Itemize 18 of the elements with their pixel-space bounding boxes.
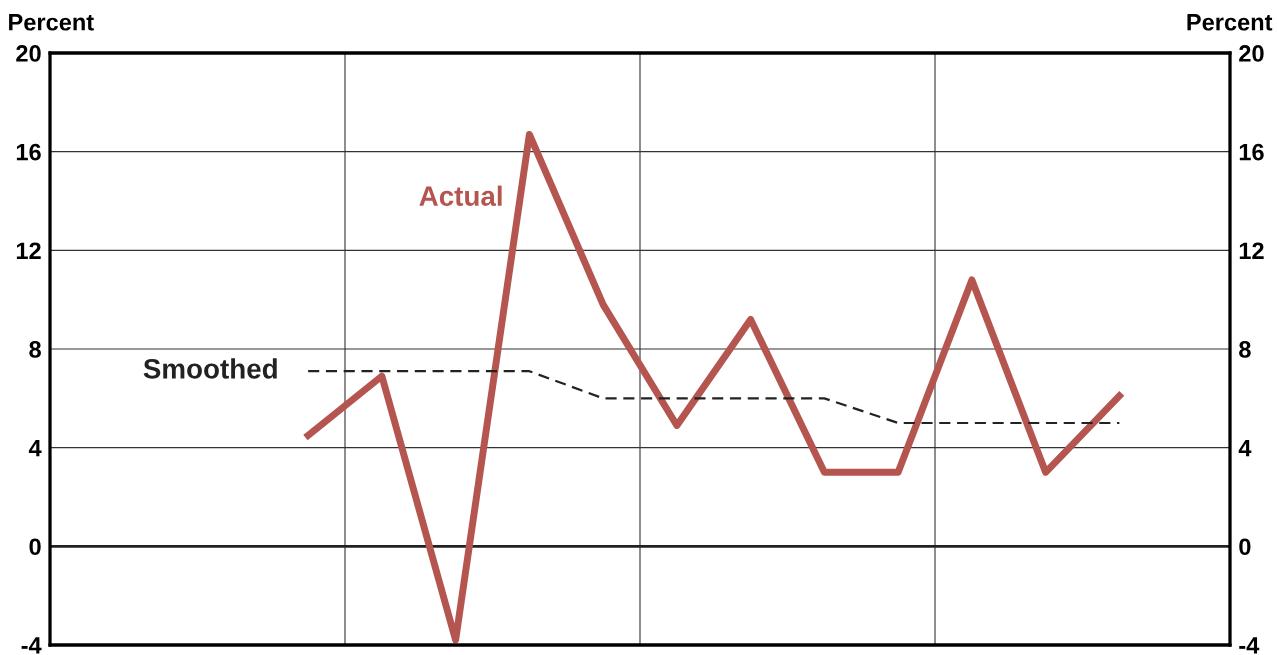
- y-tick-label: -4: [21, 637, 42, 654]
- y-tick-label: 12: [16, 242, 41, 259]
- y-axis-title: Percent: [9, 14, 94, 31]
- y-tick-label: 8: [29, 341, 41, 358]
- series-label: Actual: [419, 185, 502, 206]
- y2-tick-label: 0: [1239, 538, 1251, 556]
- y2-tick-label: 20: [1239, 45, 1264, 62]
- y2-tick-label: 8: [1239, 341, 1251, 358]
- y2-tick-label: 4: [1238, 439, 1252, 457]
- y2-axis-title: Percent: [1187, 14, 1273, 31]
- y-tick-label: 0: [29, 538, 41, 556]
- y-tick-label: 4: [28, 439, 42, 457]
- y-tick-label: 20: [16, 45, 41, 62]
- y2-tick-label: 12: [1239, 242, 1264, 259]
- y-tick-label: 16: [16, 143, 41, 161]
- y2-tick-label: -4: [1239, 637, 1260, 654]
- series-label: Smoothed: [143, 358, 277, 379]
- y2-tick-label: 16: [1239, 143, 1264, 161]
